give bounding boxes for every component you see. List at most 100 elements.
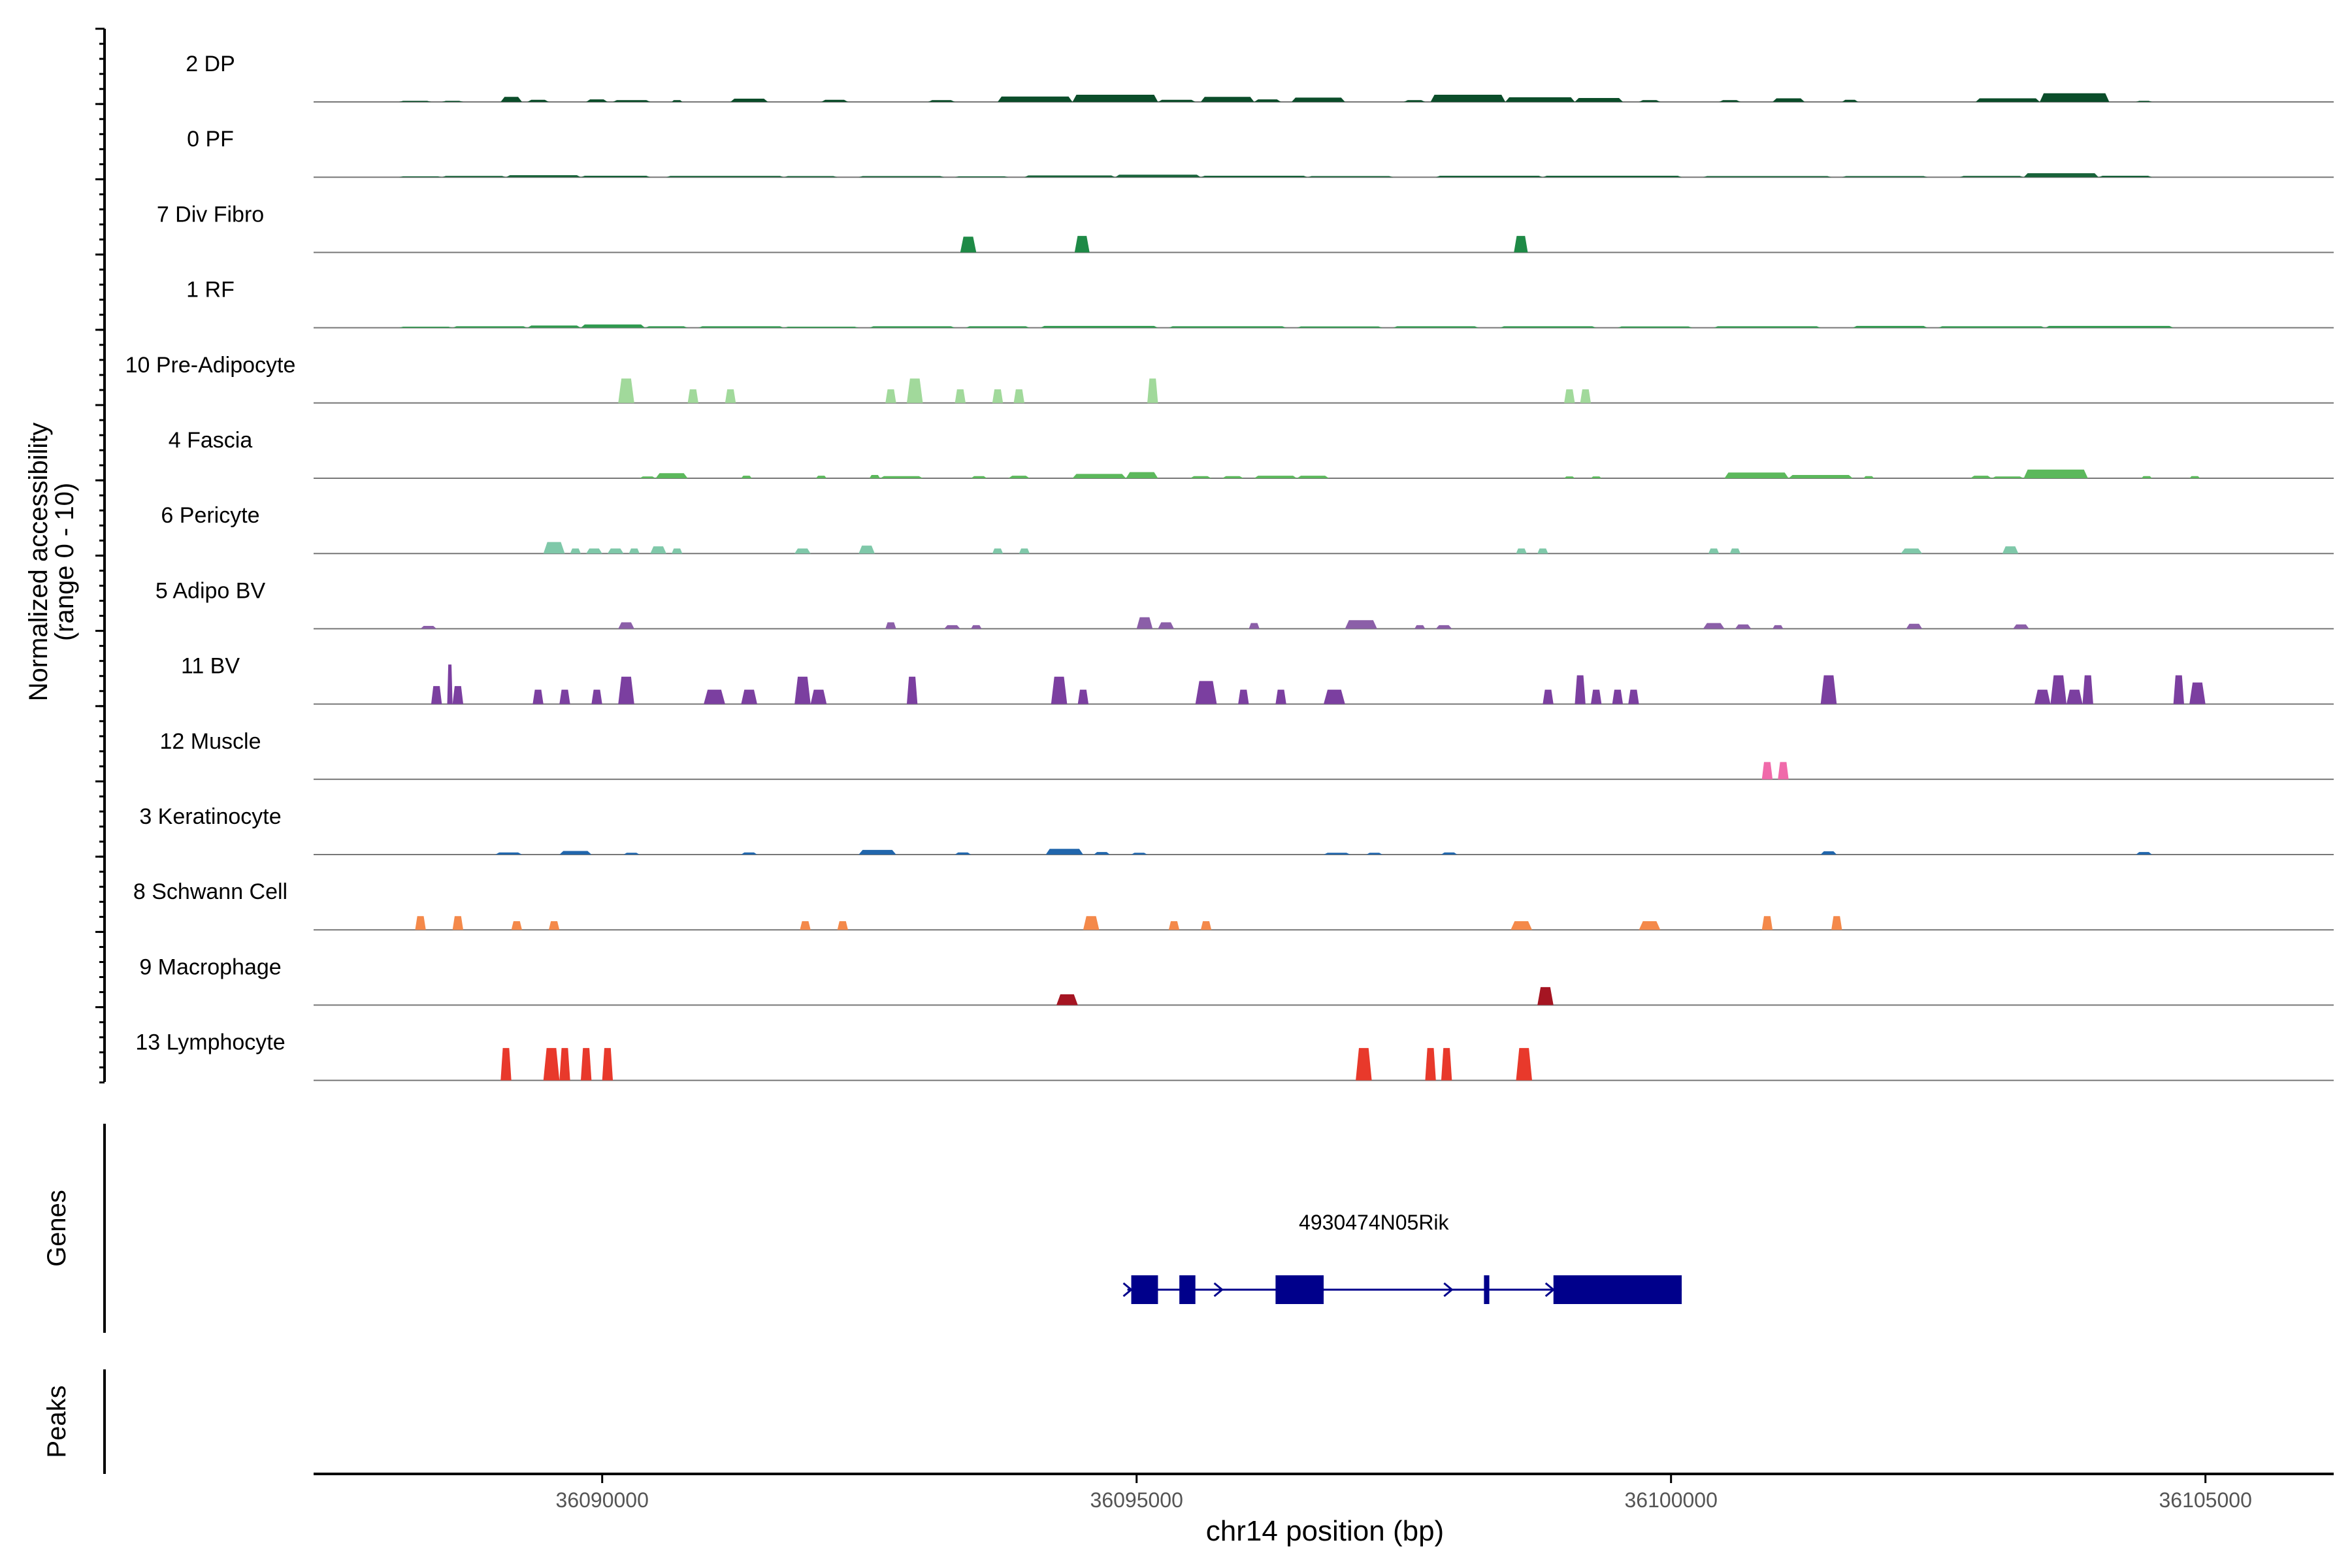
accessibility-peak xyxy=(1275,689,1286,704)
accessibility-peak xyxy=(1222,476,1244,478)
accessibility-peak xyxy=(992,389,1004,403)
accessibility-peak xyxy=(1040,325,1158,328)
accessibility-peak xyxy=(880,476,923,478)
accessibility-peak xyxy=(971,476,987,478)
track-label: 7 Div Fibro xyxy=(157,202,264,227)
track-label: 11 BV xyxy=(181,654,240,679)
accessibility-peak xyxy=(629,548,640,554)
accessibility-peak xyxy=(1168,326,1286,328)
accessibility-peak xyxy=(1991,476,2024,478)
accessibility-peak xyxy=(1499,326,1597,328)
accessibility-peak xyxy=(655,473,688,478)
accessibility-peak xyxy=(955,852,972,855)
accessibility-peak xyxy=(420,626,437,629)
accessibility-peak xyxy=(1516,1048,1533,1081)
accessibility-peak xyxy=(2023,469,2088,478)
accessibility-peak xyxy=(1852,325,1928,328)
accessibility-peak xyxy=(1147,378,1158,403)
accessibility-peak xyxy=(783,326,859,328)
accessibility-peak xyxy=(452,686,464,704)
track-11-bv: 11 BV xyxy=(95,630,2334,708)
accessibility-peak xyxy=(559,689,570,704)
track-9-macrophage: 9 Macrophage xyxy=(95,930,2334,1009)
accessibility-peak xyxy=(821,99,848,102)
accessibility-peak xyxy=(639,476,656,478)
accessibility-peak xyxy=(687,389,698,403)
accessibility-peak xyxy=(1297,326,1382,328)
accessibility-peak xyxy=(1724,472,1789,478)
accessibility-peak xyxy=(1543,689,1554,704)
accessibility-peak xyxy=(1708,548,1720,554)
accessibility-peak xyxy=(1435,625,1452,629)
accessibility-peak xyxy=(1772,98,1805,102)
accessibility-peak xyxy=(885,389,896,403)
x-tick-label: 36100000 xyxy=(1625,1488,1718,1512)
accessibility-peak xyxy=(1158,622,1174,629)
accessibility-peak xyxy=(2136,101,2152,102)
accessibility-peak xyxy=(559,851,592,855)
accessibility-peak xyxy=(580,1048,592,1081)
accessibility-peak xyxy=(794,676,811,704)
accessibility-peak xyxy=(666,176,784,178)
accessibility-peak xyxy=(955,389,966,403)
accessibility-peak xyxy=(591,689,602,704)
accessibility-peak xyxy=(1729,548,1741,554)
accessibility-peak xyxy=(2141,476,2152,478)
accessibility-peak xyxy=(532,689,544,704)
accessibility-peak xyxy=(2066,689,2083,704)
accessibility-peak xyxy=(1291,97,1345,102)
accessibility-peak xyxy=(1019,548,1030,554)
accessibility-peak xyxy=(1590,476,1602,478)
accessibility-peak xyxy=(971,625,982,629)
accessibility-peak xyxy=(2013,624,2029,629)
peaks-panel-label: Peaks xyxy=(42,1385,71,1458)
accessibility-peak xyxy=(442,176,506,178)
gene-exon xyxy=(1275,1275,1324,1304)
accessibility-peak xyxy=(1136,617,1153,629)
accessibility-peak xyxy=(2099,176,2152,178)
track-4-fascia: 4 Fascia xyxy=(95,404,2334,482)
genes-panel-label: Genes xyxy=(42,1190,71,1267)
accessibility-peak xyxy=(1639,100,1661,102)
accessibility-peak xyxy=(1168,921,1180,930)
accessibility-peak xyxy=(906,378,923,403)
accessibility-peak xyxy=(1863,476,1874,478)
accessibility-peak xyxy=(1254,99,1281,102)
track-label: 4 Fascia xyxy=(169,428,253,453)
accessibility-peak xyxy=(580,176,651,178)
accessibility-peak xyxy=(1435,176,1543,178)
accessibility-peak xyxy=(906,676,918,704)
accessibility-peak xyxy=(623,853,640,855)
accessibility-peak xyxy=(1761,762,1773,779)
track-label: 10 Pre-Adipocyte xyxy=(125,353,296,378)
accessibility-peak xyxy=(1024,175,1115,178)
accessibility-peak xyxy=(869,326,955,328)
accessibility-peak xyxy=(1714,326,1821,328)
track-0-pf: 0 PF xyxy=(95,103,2334,180)
track-12-muscle: 12 Muscle xyxy=(95,705,2334,783)
accessibility-peak xyxy=(452,916,464,930)
accessibility-peak xyxy=(1772,625,1784,629)
accessibility-peak xyxy=(602,1048,613,1081)
accessibility-peak xyxy=(399,101,431,102)
gene-exon xyxy=(1179,1275,1196,1304)
accessibility-peak xyxy=(543,542,565,554)
accessibility-peak xyxy=(1842,176,1928,178)
accessibility-peak xyxy=(2189,682,2206,704)
strand-arrow xyxy=(1213,1282,1224,1298)
track-7-div-fibro: 7 Div Fibro xyxy=(95,178,2334,256)
gene-exon xyxy=(1131,1275,1158,1304)
track-label: 5 Adipo BV xyxy=(155,578,266,603)
accessibility-peak xyxy=(447,664,453,704)
accessibility-peak xyxy=(885,622,896,629)
accessibility-peak xyxy=(1612,689,1624,704)
accessibility-peak xyxy=(1008,476,1030,478)
accessibility-peak xyxy=(928,100,955,102)
accessibility-peak xyxy=(618,676,634,704)
accessibility-peak xyxy=(741,476,752,478)
accessibility-peak xyxy=(1051,676,1068,704)
accessibility-peak xyxy=(998,96,1073,102)
accessibility-peak xyxy=(506,175,581,178)
accessibility-peak xyxy=(1430,95,1506,102)
accessibility-peak xyxy=(2136,852,2152,855)
